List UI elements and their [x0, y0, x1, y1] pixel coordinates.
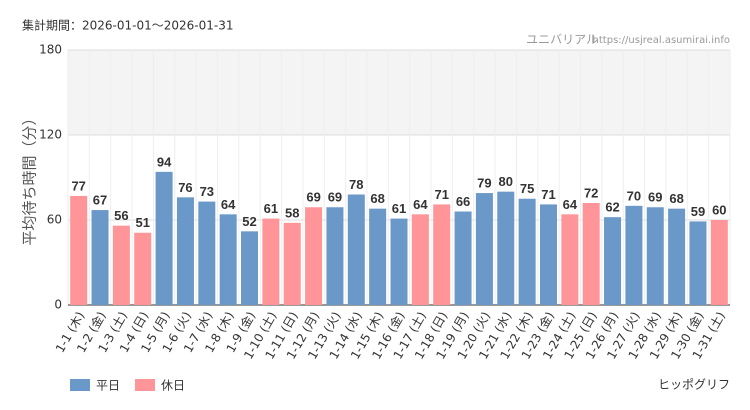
value-label: 79 — [477, 176, 491, 191]
bar — [710, 220, 728, 305]
y-tick-label: 180 — [39, 43, 62, 57]
value-label: 69 — [328, 190, 342, 205]
legend-label: 休日 — [161, 379, 185, 393]
value-label: 56 — [114, 208, 128, 223]
bar — [668, 208, 686, 305]
value-label: 67 — [93, 193, 107, 208]
value-label: 76 — [178, 180, 192, 195]
bar — [134, 232, 152, 305]
value-label: 61 — [264, 201, 278, 216]
bar — [369, 208, 387, 305]
value-label: 80 — [499, 174, 513, 189]
y-tick-label: 120 — [39, 128, 62, 142]
bar — [198, 201, 216, 305]
bar — [518, 198, 536, 305]
legend-swatch — [135, 379, 155, 391]
bar — [219, 214, 237, 305]
bar — [561, 214, 579, 305]
bar — [283, 222, 301, 305]
bar — [411, 214, 429, 305]
bar — [347, 194, 365, 305]
y-tick-label: 60 — [47, 213, 62, 227]
value-label: 64 — [221, 197, 236, 212]
bar — [689, 221, 707, 305]
value-label: 75 — [520, 181, 534, 196]
attraction: ヒッポグリフ — [658, 378, 730, 392]
bar — [91, 210, 109, 305]
url: https://usjreal.asumirai.info — [593, 35, 730, 46]
legend-label: 平日 — [96, 379, 120, 393]
value-label: 71 — [434, 187, 448, 202]
bar — [390, 218, 408, 305]
bar — [112, 225, 130, 305]
value-label: 68 — [669, 191, 683, 206]
value-label: 51 — [136, 215, 150, 230]
bar — [604, 217, 622, 305]
value-label: 52 — [242, 214, 256, 229]
value-label: 70 — [627, 188, 641, 203]
bar — [475, 193, 493, 305]
value-label: 64 — [563, 197, 578, 212]
legend-swatch — [70, 379, 90, 391]
value-label: 94 — [157, 154, 172, 169]
value-label: 60 — [712, 202, 726, 217]
bar — [497, 191, 515, 305]
bar — [582, 203, 600, 305]
value-label: 71 — [541, 187, 555, 202]
chart-title: 集計期間：2026-01-01～2026-01-31 — [22, 18, 233, 33]
source: ユニバリアル — [526, 33, 598, 47]
bar — [454, 211, 472, 305]
value-label: 66 — [456, 194, 470, 209]
value-label: 61 — [392, 201, 406, 216]
value-label: 77 — [71, 178, 85, 193]
value-label: 59 — [691, 204, 705, 219]
bar — [176, 197, 194, 305]
plot-band — [68, 50, 730, 135]
bar — [433, 204, 451, 305]
value-label: 68 — [370, 191, 384, 206]
value-label: 62 — [605, 200, 619, 215]
value-label: 58 — [285, 205, 299, 220]
bar — [262, 218, 280, 305]
bar — [70, 195, 88, 305]
bar — [326, 207, 344, 305]
value-label: 69 — [648, 190, 662, 205]
y-tick-label: 0 — [54, 298, 62, 312]
bar — [539, 204, 557, 305]
value-label: 64 — [413, 197, 428, 212]
bar — [155, 171, 173, 305]
bar — [625, 205, 643, 305]
bar — [241, 231, 259, 305]
value-label: 73 — [200, 184, 214, 199]
y-axis-label: 平均待ち時間（分） — [21, 110, 39, 245]
value-label: 72 — [584, 185, 598, 200]
value-label: 69 — [306, 190, 320, 205]
bar — [646, 207, 664, 305]
bar — [305, 207, 323, 305]
value-label: 78 — [349, 177, 363, 192]
